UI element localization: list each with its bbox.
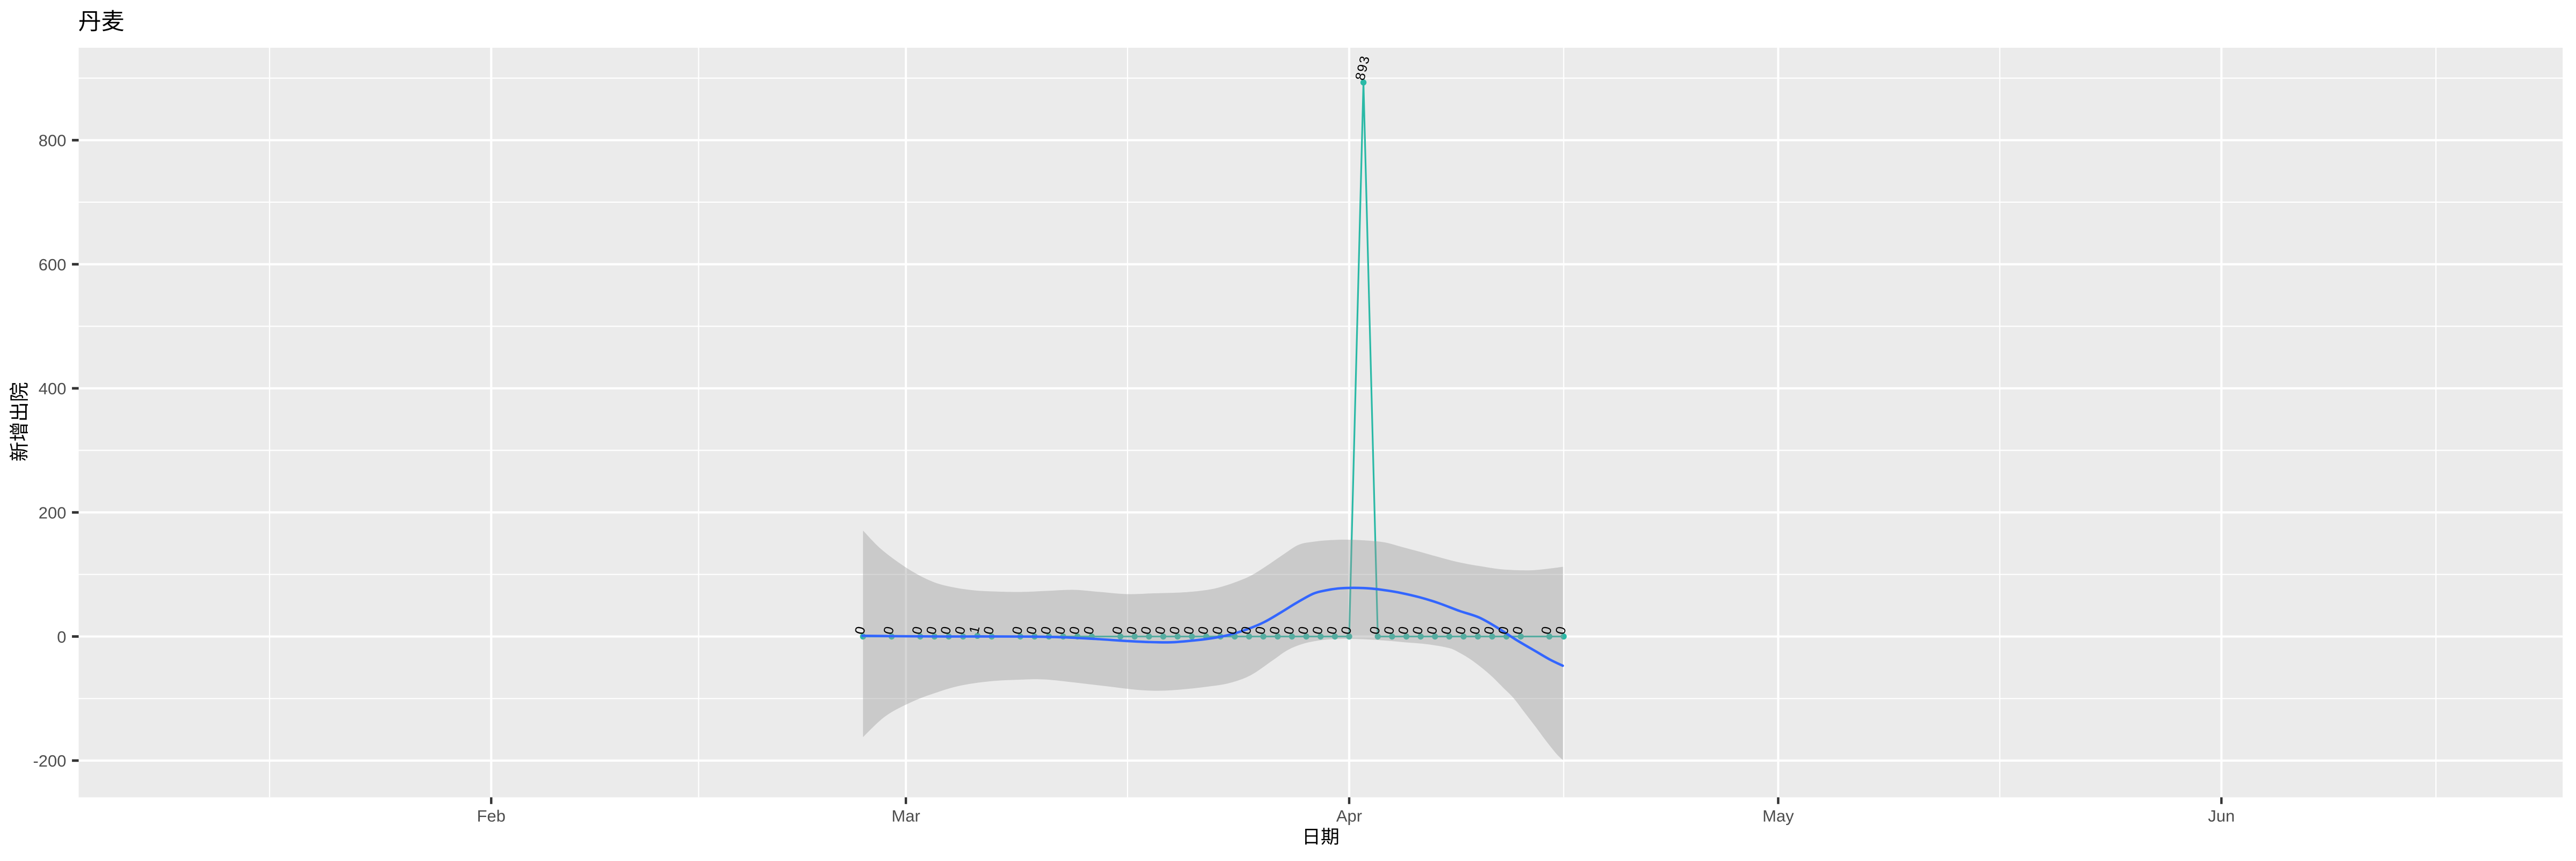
svg-text:0: 0	[852, 624, 869, 636]
svg-text:0: 0	[1253, 624, 1269, 636]
svg-text:0: 0	[1395, 624, 1412, 636]
svg-text:0: 0	[1066, 624, 1083, 636]
svg-text:Jun: Jun	[2208, 807, 2235, 826]
svg-text:0: 0	[1381, 624, 1398, 636]
svg-text:0: 0	[1481, 624, 1498, 636]
svg-text:-200: -200	[33, 752, 66, 770]
svg-text:0: 0	[1038, 624, 1055, 636]
svg-text:0: 0	[1424, 624, 1441, 636]
svg-text:0: 0	[1152, 624, 1169, 636]
svg-text:0: 0	[1167, 624, 1183, 636]
svg-text:0: 0	[881, 624, 897, 636]
svg-text:200: 200	[39, 504, 67, 523]
svg-text:0: 0	[1281, 624, 1298, 636]
svg-text:0: 0	[1410, 624, 1426, 636]
svg-text:0: 0	[57, 628, 66, 646]
svg-text:0: 0	[1081, 624, 1097, 636]
svg-text:0: 0	[1467, 624, 1484, 636]
svg-text:0: 0	[1267, 624, 1284, 636]
svg-text:0: 0	[1124, 624, 1140, 636]
svg-text:0: 0	[1496, 624, 1512, 636]
svg-text:Apr: Apr	[1336, 807, 1362, 826]
svg-text:0: 0	[1553, 624, 1569, 636]
svg-text:0: 0	[1309, 624, 1326, 636]
svg-text:Mar: Mar	[891, 807, 920, 826]
svg-text:0: 0	[909, 624, 926, 636]
svg-text:0: 0	[1224, 624, 1241, 636]
svg-text:0: 0	[1009, 624, 1026, 636]
svg-text:0: 0	[1453, 624, 1469, 636]
svg-text:0: 0	[1109, 624, 1126, 636]
svg-text:400: 400	[39, 379, 67, 398]
svg-text:1: 1	[967, 624, 983, 636]
svg-text:0: 0	[1210, 624, 1226, 636]
svg-text:0: 0	[938, 624, 955, 636]
svg-text:0: 0	[1338, 624, 1355, 636]
svg-text:0: 0	[1438, 624, 1455, 636]
svg-text:0: 0	[1510, 624, 1526, 636]
svg-text:800: 800	[39, 131, 67, 150]
svg-text:0: 0	[1367, 624, 1384, 636]
svg-text:0: 0	[1238, 624, 1255, 636]
svg-text:Feb: Feb	[477, 807, 506, 826]
svg-text:May: May	[1762, 807, 1794, 826]
svg-text:0: 0	[1296, 624, 1312, 636]
svg-text:0: 0	[952, 624, 969, 636]
svg-text:0: 0	[852, 624, 869, 636]
svg-text:0: 0	[981, 624, 998, 636]
svg-text:0: 0	[924, 624, 940, 636]
svg-text:0: 0	[1181, 624, 1198, 636]
svg-text:0: 0	[1138, 624, 1155, 636]
svg-text:0: 0	[1052, 624, 1069, 636]
svg-text:0: 0	[1539, 624, 1555, 636]
svg-text:0: 0	[1195, 624, 1212, 636]
svg-text:600: 600	[39, 255, 67, 274]
svg-text:0: 0	[1324, 624, 1341, 636]
svg-text:0: 0	[1024, 624, 1041, 636]
